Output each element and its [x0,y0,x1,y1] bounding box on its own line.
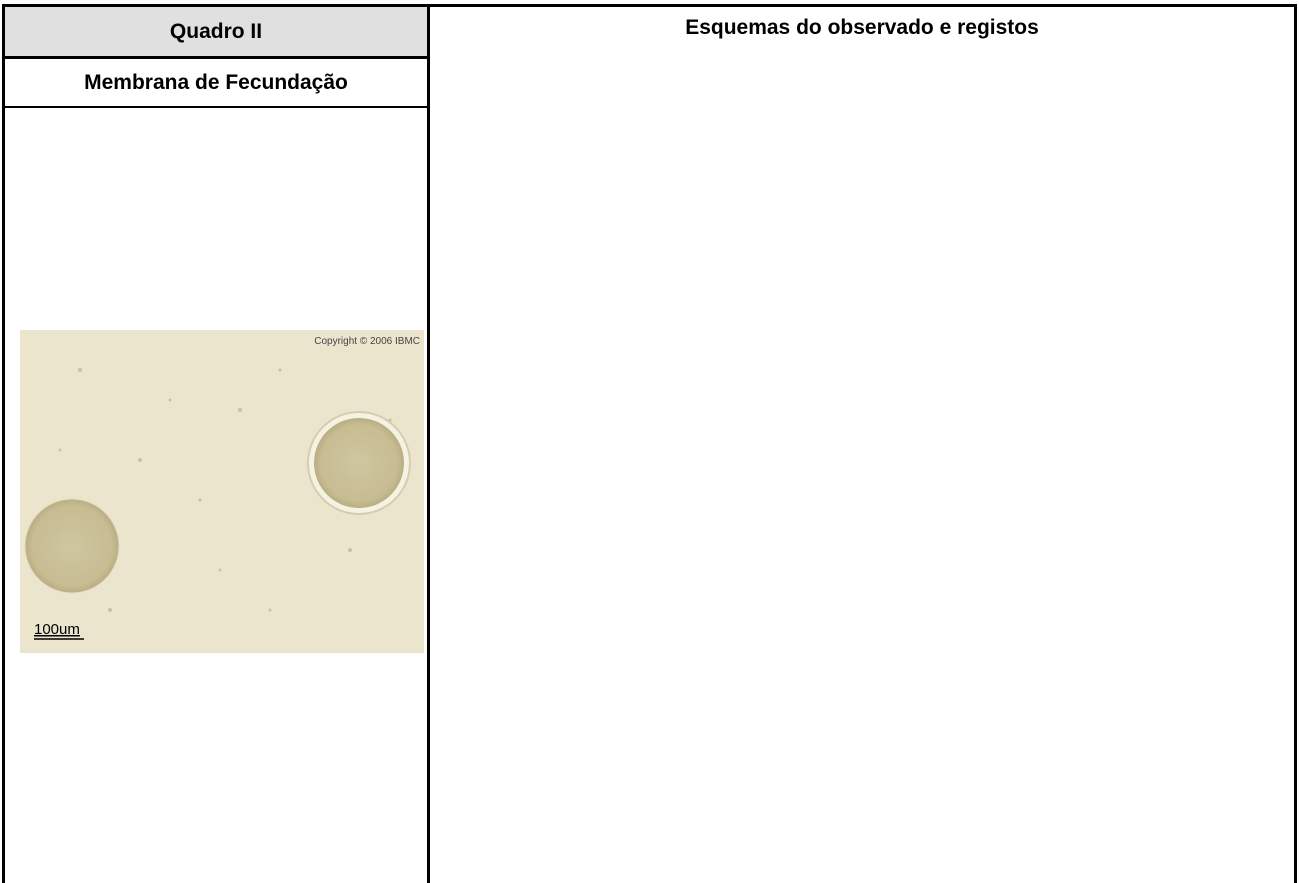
header-text: Quadro II [169,19,263,43]
header-text: Esquemas do observado e registos [685,16,1039,39]
border [2,4,5,883]
border [427,4,430,883]
scale-label: 100um [34,621,80,638]
egg [314,418,404,508]
copyright: Copyright © 2006 IBMC [314,336,420,347]
border [2,106,430,108]
border [2,4,1297,7]
border [1294,4,1297,883]
border [2,56,430,59]
egg [24,498,120,594]
row-label: Membrana de Fecundação [84,70,348,94]
row-label-cell: Membrana de Fecundação [4,59,428,106]
micrograph: Copyright © 2006 IBMC 100um [20,330,424,653]
specks [58,368,392,612]
header-cell-left: Quadro II [4,6,428,57]
header-cell-right: Esquemas do observado e registos [430,6,1294,50]
